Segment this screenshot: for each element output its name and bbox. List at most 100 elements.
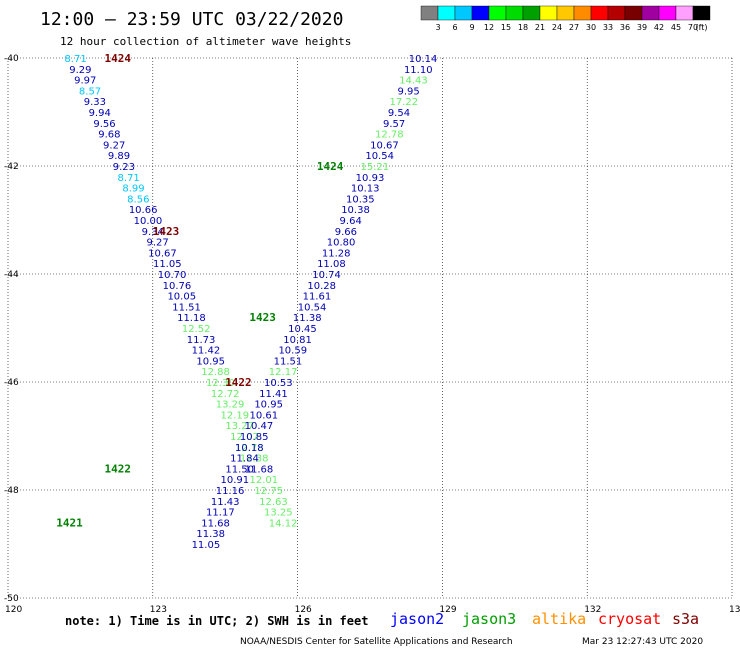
legend-label: 33 [603, 23, 613, 32]
swh-value-label: 10.47 [245, 421, 274, 432]
swh-value-label: 11.08 [317, 259, 346, 270]
legend-label: 45 [671, 23, 681, 32]
x-tick-label: 132 [584, 605, 601, 615]
swh-value-label: 8.71 [118, 173, 140, 184]
swh-value-label: 13.25 [264, 508, 293, 519]
swh-value-label: 11.05 [192, 540, 221, 551]
footnote: note: 1) Time is in UTC; 2) SWH is in fe… [65, 614, 368, 628]
swh-value-label: 12.01 [249, 475, 278, 486]
swh-value-label: 10.14 [409, 54, 438, 65]
swh-value-label: 10.45 [288, 324, 317, 335]
legend-swatch [539, 5, 558, 21]
satellite-legend-item: altika [532, 610, 586, 628]
swh-value-label: 10.05 [167, 292, 196, 303]
swh-value-label: 10.54 [298, 302, 327, 313]
swh-value-label: 10.28 [307, 281, 336, 292]
chart-subtitle: 12 hour collection of altimeter wave hei… [60, 35, 351, 48]
swh-value-label: 10.95 [196, 356, 225, 367]
legend-label: 6 [452, 23, 457, 32]
swh-value-label: 10.66 [129, 205, 158, 216]
legend-label: 30 [586, 23, 596, 32]
legend-swatch [522, 5, 541, 21]
pass-time-label: 1422 [105, 462, 131, 475]
legend-swatch [607, 5, 626, 21]
swh-value-label: 11.68 [201, 518, 230, 529]
swh-value-label: 9.97 [74, 76, 96, 87]
color-scale-legend: 3 6 9 12 15 18 21 24 27 30 33 36 39 42 45 70(ft) [420, 5, 711, 32]
swh-value-label: 9.57 [383, 119, 405, 130]
swh-value-label: 12.78 [235, 443, 264, 454]
swh-value-label: 10.67 [370, 140, 399, 151]
swh-value-label: 11.43 [211, 497, 240, 508]
swh-value-label: 11.41 [259, 389, 288, 400]
swh-value-label: 11.10 [404, 65, 433, 76]
swh-value-label: 17.22 [389, 97, 418, 108]
swh-value-label: 10.59 [278, 346, 307, 357]
y-tick-label: -46 [4, 378, 19, 388]
swh-value-label: 11.84 [230, 454, 259, 465]
swh-value-label: 10.74 [312, 270, 341, 281]
swh-value-label: 10.95 [254, 400, 283, 411]
x-tick-label: 135 [729, 605, 740, 615]
swh-value-label: 11.68 [245, 464, 274, 475]
legend-swatch [505, 5, 524, 21]
swh-value-label: 10.93 [356, 173, 385, 184]
swh-value-label: 11.38 [293, 313, 322, 324]
swh-value-label: 14.12 [269, 518, 298, 529]
swh-value-label: 8.56 [127, 194, 149, 205]
pass-time-label: 1424 [105, 52, 132, 65]
swh-value-label: 11.17 [206, 508, 235, 519]
swh-value-label: 14.43 [399, 76, 428, 87]
swh-value-label: 12.30 [206, 378, 235, 389]
legend-swatch [624, 5, 643, 21]
plot-area: 120 123 126 129 132 135 -40 -42 -44 -46 -48 -50 8.71… [4, 52, 740, 615]
legend-label: 15 [501, 23, 511, 32]
legend-label: 39 [637, 23, 647, 32]
y-tick-label: -48 [4, 486, 19, 496]
swh-value-label: 11.38 [196, 529, 225, 540]
swh-value-label: 8.57 [79, 86, 101, 97]
credit-text: NOAA/NESDIS Center for Satellite Applica… [240, 637, 513, 647]
pass-time-label: 1421 [56, 516, 83, 529]
swh-value-label: 9.27 [146, 238, 168, 249]
swh-value-label: 12.52 [182, 324, 211, 335]
swh-value-label: 10.80 [327, 238, 356, 249]
x-tick-label: 126 [295, 605, 312, 615]
swh-value-label: 10.67 [148, 248, 177, 259]
legend-label: 3 [435, 23, 440, 32]
swh-value-label: 12.88 [201, 367, 230, 378]
swh-value-label: 9.54 [388, 108, 410, 119]
satellite-legend: jason2 jason3 altika cryosat s3a [390, 610, 699, 628]
legend-label: 36 [620, 23, 630, 32]
y-tick-label: -44 [4, 270, 19, 280]
swh-value-label: 10.13 [351, 184, 380, 195]
legend-swatch [658, 5, 677, 21]
legend-swatch [573, 5, 592, 21]
swh-value-label: 11.61 [303, 292, 332, 303]
legend-swatch [471, 5, 490, 21]
swh-value-label: 9.23 [113, 162, 135, 173]
swh-value-label: 12.78 [375, 130, 404, 141]
swh-value-label: 10.61 [249, 410, 278, 421]
swh-value-label: 11.42 [192, 346, 221, 357]
legend-label: 18 [518, 23, 528, 32]
swh-value-label: 15.21 [361, 162, 390, 173]
legend-label: 9 [469, 23, 474, 32]
legend-swatch [420, 5, 439, 21]
pass-time-label: 1423 [153, 225, 180, 238]
pass-time-label: 1423 [249, 311, 275, 324]
chart-title: 12:00 – 23:59 UTC 03/22/2020 [40, 9, 343, 30]
swh-value-label: 9.68 [98, 130, 120, 141]
legend-label: 24 [552, 23, 562, 32]
swh-value-label: 10.00 [134, 216, 163, 227]
swh-value-label: 12.72 [211, 389, 240, 400]
satellite-legend-item: jason2 [390, 610, 444, 628]
swh-value-label: 10.70 [158, 270, 187, 281]
legend-label: 42 [654, 23, 664, 32]
swh-value-label: 11.51 [172, 302, 201, 313]
swh-value-label: 13.29 [216, 400, 245, 411]
satellite-legend-item: cryosat [598, 610, 661, 628]
x-tick-label: 123 [150, 605, 167, 615]
y-tick-label: -40 [4, 54, 19, 64]
